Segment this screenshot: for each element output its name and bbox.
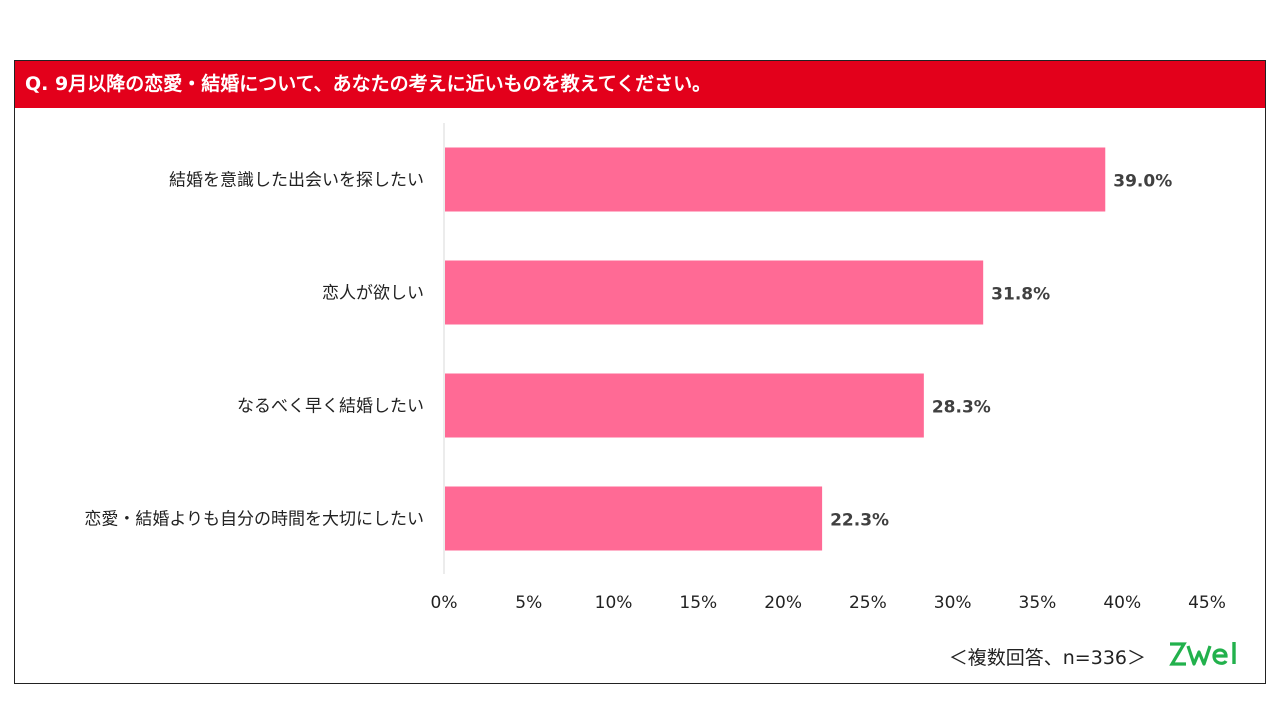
bar bbox=[445, 260, 984, 325]
x-tick-label: 15% bbox=[679, 593, 717, 613]
category-label: 結婚を意識した出会いを探したい bbox=[169, 171, 424, 191]
bar bbox=[445, 373, 924, 438]
x-tick-label: 0% bbox=[431, 593, 458, 613]
x-tick-label: 5% bbox=[515, 593, 542, 613]
bar bbox=[445, 486, 823, 551]
x-tick-label: 35% bbox=[1019, 593, 1057, 613]
x-tick-label: 20% bbox=[764, 593, 802, 613]
category-label: 恋人が欲しい bbox=[322, 283, 424, 304]
x-tick-label: 30% bbox=[934, 593, 972, 613]
x-tick-label: 45% bbox=[1188, 593, 1226, 613]
zwei-logo bbox=[1169, 642, 1236, 666]
x-tick-label: 10% bbox=[595, 593, 633, 613]
category-label: なるべく早く結婚したい bbox=[237, 397, 424, 417]
data-label: 31.8% bbox=[991, 285, 1050, 305]
data-label: 28.3% bbox=[932, 398, 991, 418]
x-tick-label: 25% bbox=[849, 593, 887, 613]
category-label: 恋愛・結婚よりも自分の時間を大切にしたい bbox=[84, 509, 424, 530]
question-header: Q. 9月以降の恋愛・結婚について、あなたの考えに近いものを教えてください。 bbox=[15, 61, 1265, 108]
bar bbox=[445, 147, 1106, 212]
data-label: 39.0% bbox=[1113, 172, 1172, 192]
x-tick-label: 40% bbox=[1103, 593, 1141, 613]
data-label: 22.3% bbox=[830, 511, 889, 531]
footnote: ＜複数回答、n=336＞ bbox=[948, 647, 1146, 669]
